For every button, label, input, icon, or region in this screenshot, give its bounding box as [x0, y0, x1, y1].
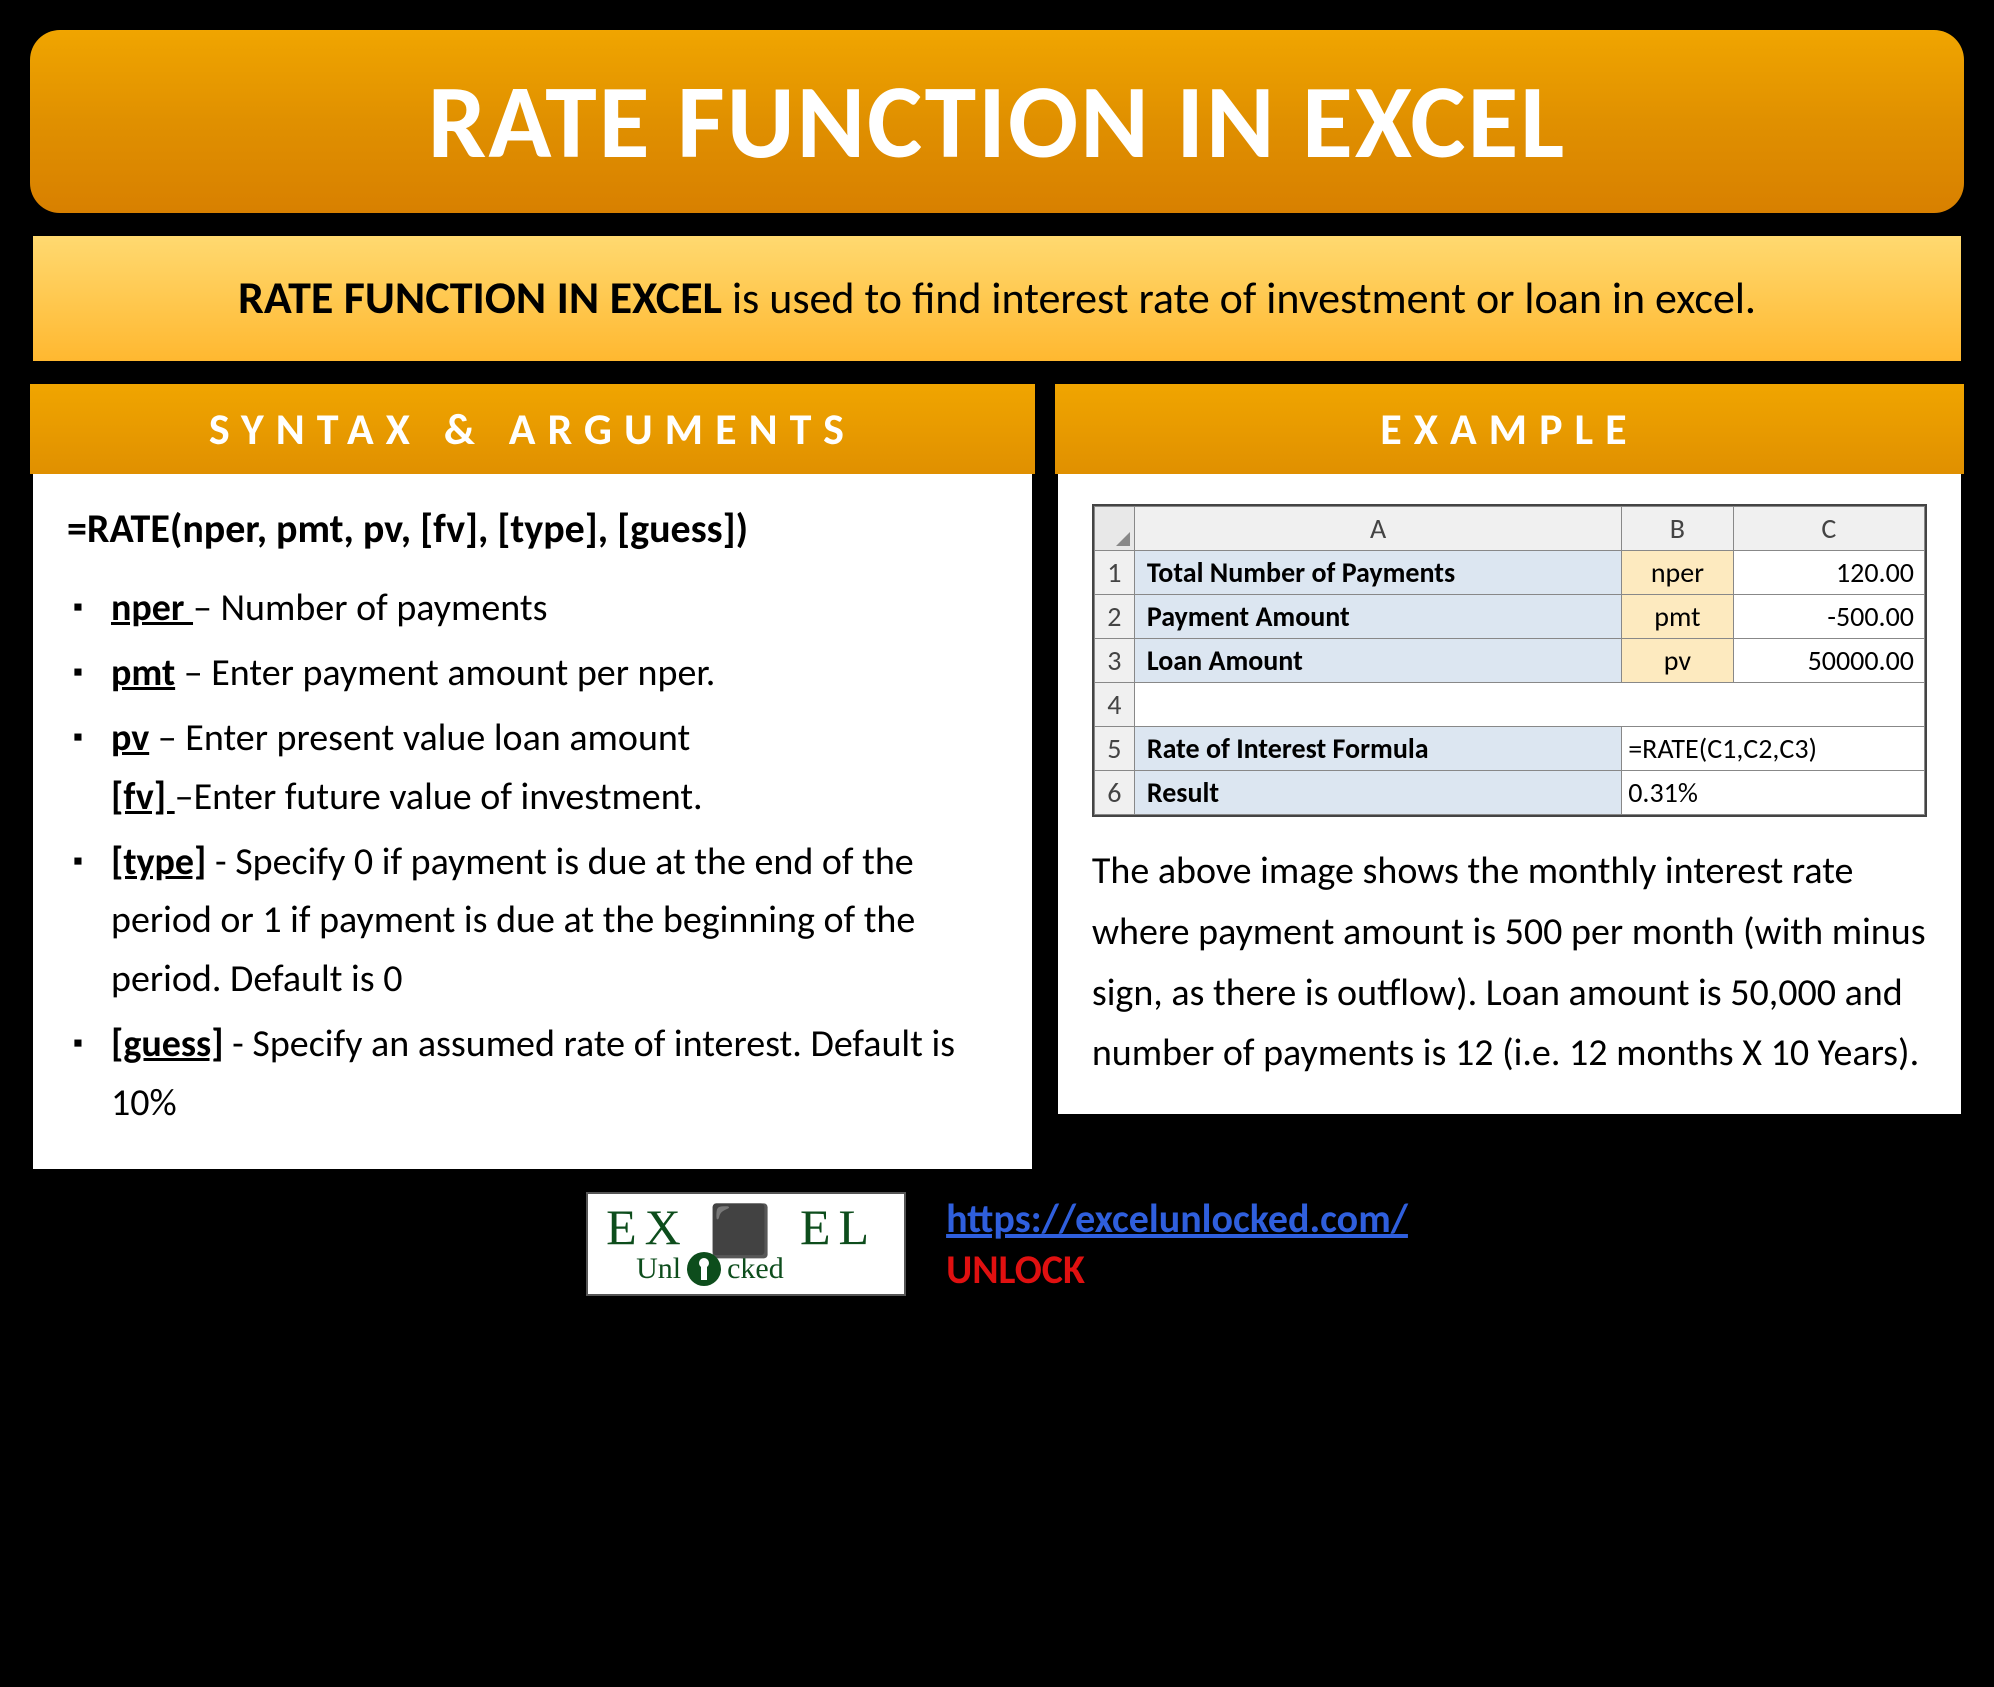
logo-bottom-left: Unl [636, 1252, 681, 1286]
arg-item: pmt – Enter payment amount per nper. [67, 644, 998, 703]
excel-row-number: 5 [1094, 727, 1134, 771]
excel-table-wrap: ABC 1Total Number of Paymentsnper120.00 2P… [1092, 504, 1927, 817]
description-box: RATE FUNCTION IN EXCEL is used to find i… [30, 233, 1964, 364]
arg-item: pv – Enter present value loan amount [fv]… [67, 709, 998, 827]
page-title: RATE FUNCTION IN EXCEL [70, 58, 1924, 185]
arg-name: pv [111, 715, 149, 761]
excel-row-number: 1 [1094, 551, 1134, 595]
excel-cell: Payment Amount [1134, 595, 1621, 639]
arg-desc: – Enter present value loan amount [149, 715, 690, 761]
syntax-column: SYNTAX & ARGUMENTS =RATE(nper, pmt, pv, … [30, 384, 1035, 1172]
example-caption: The above image shows the monthly intere… [1092, 841, 1927, 1084]
excel-cell: Total Number of Payments [1134, 551, 1621, 595]
arg-name: [type] [111, 839, 206, 885]
logo-box: EX ⬛ EL Unl cked [586, 1192, 906, 1296]
footer-link[interactable]: https://excelunlocked.com/ [946, 1194, 1408, 1243]
arg-name: [guess] [111, 1021, 224, 1067]
syntax-header: SYNTAX & ARGUMENTS [30, 384, 1035, 474]
excel-col-header: A [1134, 507, 1621, 551]
excel-col-header: B [1622, 507, 1733, 551]
syntax-body: =RATE(nper, pmt, pv, [fv], [type], [gues… [30, 474, 1035, 1172]
excel-cell: Loan Amount [1134, 639, 1621, 683]
arg-desc: – Number of payments [193, 585, 547, 631]
excel-blank-row [1134, 683, 1924, 727]
excel-cell: 0.31% [1622, 771, 1925, 815]
footer: EX ⬛ EL Unl cked https://excelunlocked.c… [30, 1192, 1964, 1296]
columns-wrap: SYNTAX & ARGUMENTS =RATE(nper, pmt, pv, … [30, 384, 1964, 1172]
description-rest: is used to find interest rate of investm… [722, 271, 1756, 325]
arg-item: [type] - Specify 0 if payment is due at … [67, 833, 998, 1010]
example-header: EXAMPLE [1055, 384, 1964, 474]
excel-corner [1094, 507, 1134, 551]
arg-desc: – Enter payment amount per nper. [175, 650, 715, 696]
example-column: EXAMPLE ABC 1Total Number of Paymentsnper… [1055, 384, 1964, 1172]
syntax-formula: =RATE(nper, pmt, pv, [fv], [type], [gues… [67, 504, 998, 553]
syntax-args-list: nper – Number of payments pmt – Enter pay… [67, 579, 998, 1133]
example-body: ABC 1Total Number of Paymentsnper120.00 2P… [1055, 474, 1964, 1117]
title-banner: RATE FUNCTION IN EXCEL [30, 30, 1964, 213]
footer-unlock: UNLOCK [946, 1245, 1408, 1294]
arg-desc: –Enter future value of investment. [175, 774, 703, 820]
excel-cell: Result [1134, 771, 1621, 815]
arg-desc: - Specify 0 if payment is due at the end… [111, 839, 915, 1003]
arg-name: pmt [111, 650, 175, 696]
arg-name: [fv] [111, 774, 175, 820]
excel-cell: 120.00 [1733, 551, 1924, 595]
logo-top: EX ⬛ EL [606, 1202, 877, 1252]
excel-cell: =RATE(C1,C2,C3) [1622, 727, 1925, 771]
excel-cell: -500.00 [1733, 595, 1924, 639]
excel-cell: pmt [1622, 595, 1733, 639]
excel-row-number: 6 [1094, 771, 1134, 815]
description-lead: RATE FUNCTION IN EXCEL [238, 270, 722, 326]
arg-desc: - Specify an assumed rate of interest. D… [111, 1021, 955, 1126]
excel-cell: Rate of Interest Formula [1134, 727, 1621, 771]
excel-table: ABC 1Total Number of Paymentsnper120.00 2P… [1094, 506, 1925, 815]
excel-cell: nper [1622, 551, 1733, 595]
footer-text: https://excelunlocked.com/ UNLOCK [946, 1194, 1408, 1294]
excel-col-header: C [1733, 507, 1924, 551]
arg-item: nper – Number of payments [67, 579, 998, 638]
excel-row-number: 2 [1094, 595, 1134, 639]
excel-cell: pv [1622, 639, 1733, 683]
keyhole-icon [687, 1252, 721, 1286]
excel-row-number: 4 [1094, 683, 1134, 727]
excel-cell: 50000.00 [1733, 639, 1924, 683]
arg-name: nper [111, 585, 193, 631]
arg-item: [guess] - Specify an assumed rate of int… [67, 1015, 998, 1133]
excel-row-number: 3 [1094, 639, 1134, 683]
